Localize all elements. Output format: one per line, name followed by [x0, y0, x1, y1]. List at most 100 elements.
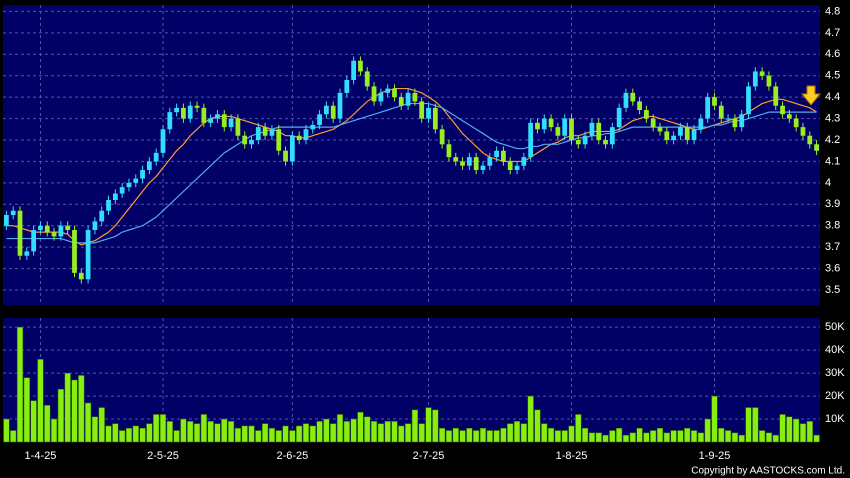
- volume-bar: [690, 430, 698, 443]
- candle-body: [705, 97, 711, 119]
- volume-bar: [173, 430, 180, 443]
- candle-body: [432, 107, 438, 130]
- volume-bar: [398, 425, 405, 443]
- volume-bar: [466, 427, 473, 443]
- volume-bar: [582, 427, 589, 443]
- volume-bar: [343, 421, 350, 443]
- candle-body: [126, 182, 132, 188]
- candle-body: [303, 129, 309, 140]
- volume-bar: [309, 425, 316, 443]
- volume-bar: [302, 423, 310, 443]
- volume-bar: [779, 414, 786, 443]
- candle-body: [466, 157, 472, 166]
- candle-body: [800, 127, 806, 136]
- y-tick-label: 4: [825, 177, 831, 189]
- candle-body: [140, 170, 145, 179]
- volume-bar: [745, 407, 752, 443]
- candle-body: [146, 161, 152, 170]
- y-tick-label: 4.7: [825, 27, 840, 39]
- candle-body: [119, 187, 125, 194]
- candle-body: [555, 127, 561, 136]
- candle-body: [44, 225, 50, 233]
- volume-bar: [663, 432, 670, 443]
- candle-body: [569, 118, 574, 140]
- volume-bar: [200, 414, 207, 443]
- volume-bar: [227, 421, 235, 443]
- candle-body: [187, 105, 193, 119]
- candle-body: [739, 114, 745, 128]
- candle-body: [623, 92, 629, 108]
- candle-body: [650, 118, 656, 128]
- candle-body: [262, 127, 268, 136]
- candle-body: [575, 140, 581, 145]
- candle-body: [773, 86, 779, 106]
- y-tick-label: 50K: [825, 321, 845, 333]
- candle-body: [153, 152, 159, 162]
- volume-bar: [112, 423, 119, 443]
- moving-average-line: [6, 102, 817, 244]
- candle-body: [718, 105, 724, 119]
- volume-bar: [207, 421, 214, 443]
- volume-bar: [425, 407, 432, 443]
- volume-bar: [132, 425, 139, 443]
- volume-bar: [765, 432, 773, 443]
- volume-bar: [704, 418, 711, 443]
- y-tick-label: 3.5: [825, 284, 840, 296]
- candle-body: [4, 215, 9, 226]
- candle-body: [698, 118, 704, 130]
- y-tick-label: 4.2: [825, 134, 840, 146]
- candle-body: [181, 107, 186, 119]
- candle-body: [133, 178, 139, 183]
- candle-body: [412, 92, 418, 102]
- volume-bar: [10, 430, 17, 443]
- candle-body: [678, 127, 683, 136]
- volume-bar: [139, 427, 146, 443]
- candle-body: [92, 221, 98, 230]
- volume-bar: [697, 432, 704, 443]
- y-tick-label: 4.3: [825, 112, 840, 124]
- candle-body: [603, 140, 608, 145]
- volume-bar: [602, 434, 609, 443]
- candle-body: [255, 127, 261, 140]
- volume-bar: [166, 421, 173, 443]
- candle-body: [453, 157, 459, 162]
- candle-body: [24, 251, 30, 256]
- candle-body: [807, 135, 813, 145]
- volume-bar: [262, 423, 269, 443]
- volume-bar: [513, 421, 521, 443]
- volume-bar: [159, 414, 167, 443]
- volume-bar: [23, 377, 30, 443]
- volume-bar: [64, 372, 71, 443]
- volume-bar: [350, 418, 357, 443]
- volume-bar: [527, 395, 534, 443]
- candle-body: [201, 107, 207, 123]
- y-tick-label: 20K: [825, 390, 845, 402]
- candle-body: [725, 118, 731, 120]
- volume-bar: [738, 434, 745, 443]
- candle-body: [58, 225, 64, 237]
- volume-bar: [677, 430, 684, 443]
- volume-bar: [439, 427, 446, 443]
- candle-body: [242, 135, 248, 145]
- candle-body: [786, 114, 792, 119]
- candle-body: [65, 225, 71, 230]
- volume-bar: [459, 430, 466, 443]
- volume-bar: [595, 432, 602, 443]
- candle-body: [535, 122, 540, 130]
- volume-bar: [3, 418, 10, 443]
- volume-bar: [98, 407, 105, 443]
- candle-body: [269, 129, 275, 136]
- volume-bar: [119, 430, 126, 443]
- candle-body: [174, 107, 179, 113]
- candle-body: [296, 135, 302, 140]
- volume-bar: [806, 421, 813, 443]
- volume-bar: [629, 432, 636, 443]
- volume-bar: [330, 423, 337, 443]
- y-tick-label: 4.4: [825, 91, 840, 103]
- volume-bar: [384, 421, 391, 443]
- volume-bar: [364, 416, 371, 443]
- volume-bar: [445, 430, 453, 443]
- candle-body: [215, 114, 220, 119]
- y-tick-label: 3.9: [825, 198, 840, 210]
- volume-bar: [684, 427, 691, 443]
